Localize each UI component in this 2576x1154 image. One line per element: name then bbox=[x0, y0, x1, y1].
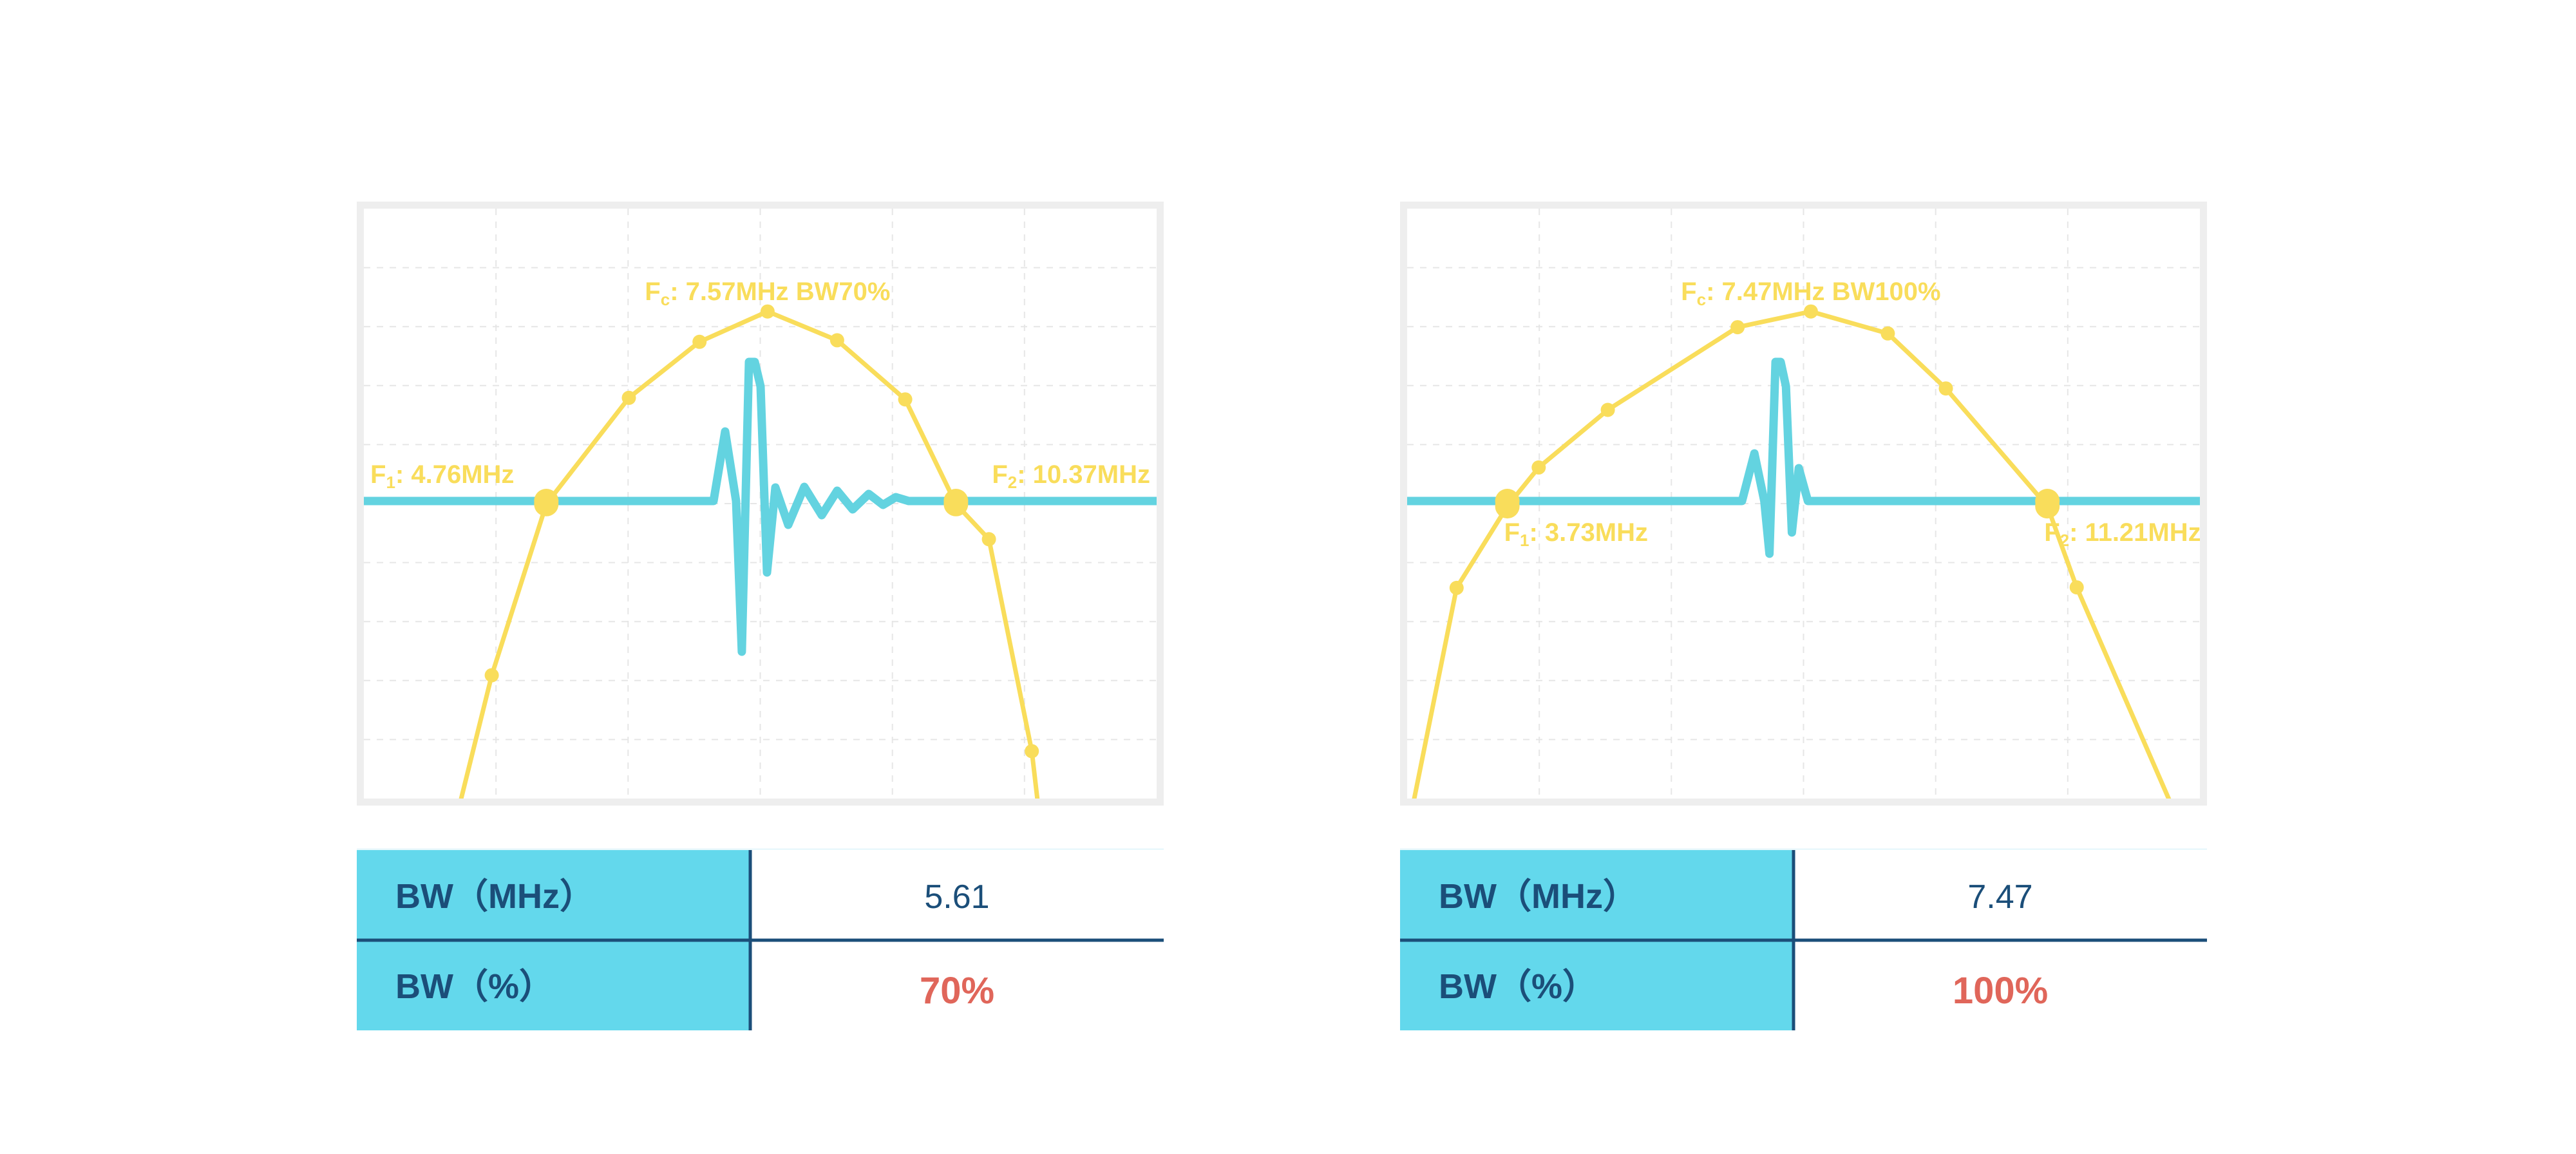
svg-text:BW（MHz）: BW（MHz） bbox=[1439, 877, 1638, 916]
svg-text:Fc: 7.47MHz BW100%: Fc: 7.47MHz BW100% bbox=[1681, 278, 1940, 309]
svg-text:F1: 4.76MHz: F1: 4.76MHz bbox=[370, 460, 514, 492]
svg-text:Fc: 7.57MHz BW70%: Fc: 7.57MHz BW70% bbox=[645, 278, 890, 309]
svg-text:7.47: 7.47 bbox=[1967, 878, 2032, 916]
svg-text:F1: 3.73MHz: F1: 3.73MHz bbox=[1504, 518, 1648, 550]
svg-text:F2: 10.37MHz: F2: 10.37MHz bbox=[992, 460, 1150, 492]
svg-text:5.61: 5.61 bbox=[924, 878, 989, 916]
svg-text:BW（%）: BW（%） bbox=[395, 967, 554, 1006]
svg-text:BW（%）: BW（%） bbox=[1439, 967, 1597, 1006]
svg-text:BW（MHz）: BW（MHz） bbox=[395, 877, 594, 916]
svg-text:70%: 70% bbox=[920, 970, 994, 1012]
svg-text:100%: 100% bbox=[1953, 970, 2048, 1012]
